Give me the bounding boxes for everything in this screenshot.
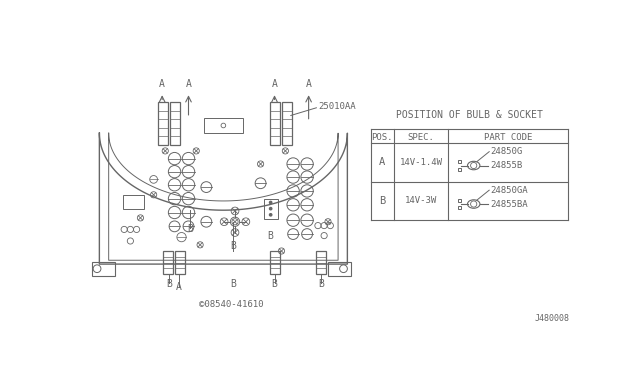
Text: SPEC.: SPEC.: [408, 133, 435, 142]
Bar: [204, 118, 243, 133]
Text: B: B: [318, 279, 324, 289]
Bar: [175, 251, 186, 274]
Text: 25010AA: 25010AA: [319, 102, 356, 111]
Bar: [282, 102, 292, 145]
Text: 24850G: 24850G: [491, 147, 523, 156]
Text: POS.: POS.: [371, 133, 393, 142]
Text: A: A: [159, 79, 165, 89]
Text: B: B: [267, 231, 273, 241]
Bar: [123, 195, 145, 209]
Bar: [458, 206, 461, 209]
Text: A: A: [271, 79, 278, 89]
Text: 24855BA: 24855BA: [491, 199, 529, 209]
Text: A: A: [306, 79, 312, 89]
Text: B: B: [271, 279, 278, 289]
Text: B: B: [379, 196, 385, 206]
Text: A: A: [379, 157, 385, 167]
Bar: [270, 251, 280, 274]
Bar: [92, 262, 115, 276]
Text: POSITION OF BULB & SOCKET: POSITION OF BULB & SOCKET: [396, 110, 543, 120]
Text: ©08540-41610: ©08540-41610: [199, 300, 264, 309]
Text: J480008: J480008: [535, 314, 570, 323]
Bar: [458, 160, 461, 163]
Bar: [328, 262, 351, 276]
Bar: [458, 168, 461, 171]
Circle shape: [269, 201, 272, 203]
Bar: [270, 102, 280, 145]
Text: A: A: [176, 282, 182, 292]
Text: B: B: [187, 224, 193, 234]
Circle shape: [269, 208, 272, 210]
Bar: [458, 199, 461, 202]
Text: 14V-3W: 14V-3W: [405, 196, 437, 205]
Text: PART CODE: PART CODE: [484, 133, 532, 142]
Text: A: A: [186, 79, 191, 89]
Text: B: B: [166, 279, 172, 289]
Text: 14V-1.4W: 14V-1.4W: [399, 158, 442, 167]
Bar: [316, 251, 326, 274]
Bar: [264, 199, 278, 219]
Circle shape: [269, 214, 272, 216]
Bar: [157, 102, 168, 145]
Bar: [163, 251, 173, 274]
Text: B: B: [230, 279, 236, 289]
Bar: [170, 102, 180, 145]
Text: 24855B: 24855B: [491, 161, 523, 170]
Text: 24850GA: 24850GA: [491, 186, 529, 195]
Text: B: B: [230, 241, 236, 251]
